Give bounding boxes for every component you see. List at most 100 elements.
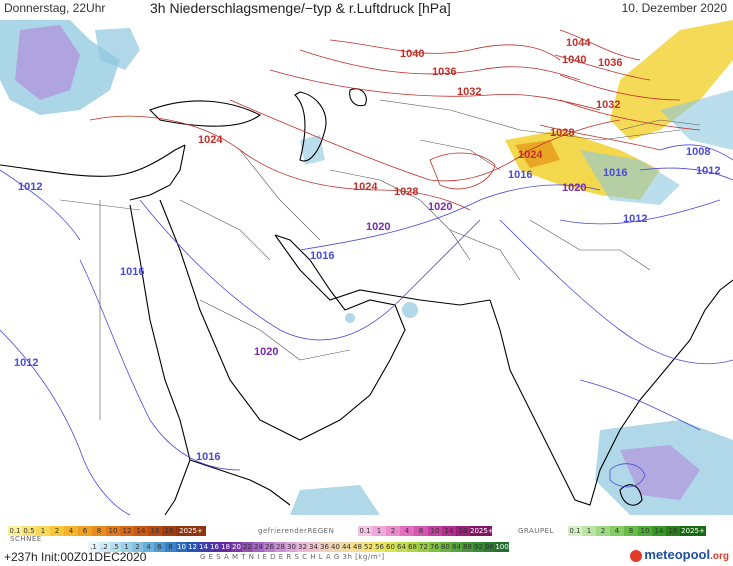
isobar-1032-north xyxy=(269,69,601,111)
freezing-swatch: 10 xyxy=(428,526,442,536)
hail-swatch: 8 xyxy=(624,526,638,536)
border-3 xyxy=(179,199,271,261)
isobar-label: 1044 xyxy=(566,37,591,49)
total-swatch: 44 xyxy=(341,542,352,552)
isobar-1008-east xyxy=(659,144,733,161)
rain-swatch: 10 xyxy=(106,526,120,536)
isobar-label: 1016 xyxy=(310,250,334,262)
total-swatch: 34 xyxy=(308,542,319,552)
hail-scale: 0.1 1 2 4 8 10 14 16 2025+ xyxy=(568,526,706,536)
isobar-label: 1020 xyxy=(562,182,586,194)
total-swatch: .5 xyxy=(110,542,121,552)
total-swatch: 28 xyxy=(275,542,286,552)
coast-caspian xyxy=(294,91,327,162)
total-swatch: .2 xyxy=(99,542,110,552)
snow-area-himalaya xyxy=(580,150,680,205)
coast-india xyxy=(489,279,733,506)
isobar-1024-west xyxy=(89,115,471,211)
rain-swatch: 4 xyxy=(64,526,78,536)
hail-swatch: 1 xyxy=(582,526,596,536)
border-7 xyxy=(449,229,521,281)
freezing-rain-label: gefrierenderREGEN xyxy=(258,527,335,535)
isobars-low xyxy=(0,144,733,516)
freezing-swatch: 4 xyxy=(400,526,414,536)
rain-swatch: 14 xyxy=(134,526,148,536)
total-swatch: 84 xyxy=(451,542,462,552)
total-swatch: 36 xyxy=(319,542,330,552)
rain-swatch: 1 xyxy=(36,526,50,536)
rain-swatch: 8 xyxy=(92,526,106,536)
total-precip-scale: .1 .2 .5 1 2 4 6 8 10 12 14 16 18 20 22 … xyxy=(88,542,509,552)
total-swatch: 92 xyxy=(473,542,484,552)
coast-horn-africa xyxy=(189,459,291,506)
rain-area-himalaya-core xyxy=(515,140,560,168)
freezing-swatch: 14 xyxy=(442,526,456,536)
border-13 xyxy=(619,119,701,131)
isobar-label: 1020 xyxy=(428,201,452,213)
total-swatch: 4 xyxy=(143,542,154,552)
coast-persian-gulf xyxy=(274,234,491,306)
isobar-1016-india xyxy=(499,219,733,365)
hail-swatch: 4 xyxy=(610,526,624,536)
isobar-1012-bay xyxy=(579,379,701,431)
coast-srilanka xyxy=(619,484,643,506)
total-swatch: .1 xyxy=(88,542,99,552)
border-4 xyxy=(239,149,321,241)
rain-swatch: 0.1 xyxy=(8,526,22,536)
total-swatch: 16 xyxy=(209,542,220,552)
total-swatch: 8 xyxy=(165,542,176,552)
isobar-1028 xyxy=(229,99,621,182)
header-bar: Donnerstag, 22Uhr 3h Niederschlagsmenge/… xyxy=(0,0,733,18)
isobar-label: 1040 xyxy=(562,54,586,66)
freezing-swatch: 1 xyxy=(372,526,386,536)
coast-arabia xyxy=(159,199,406,441)
valid-date-label: 10. Dezember 2020 xyxy=(621,1,727,15)
isobar-label: 1016 xyxy=(196,451,220,463)
isobar-label: 1032 xyxy=(596,99,620,111)
border-8 xyxy=(379,99,521,131)
isobar-1032-east xyxy=(559,99,701,131)
isobar-low-srilanka xyxy=(609,463,646,488)
freezing-rain-scale: 0.1 1 2 4 8 10 14 16 2025+ xyxy=(358,526,492,536)
isobar-1012-nw xyxy=(0,169,81,241)
hail-swatch: 2 xyxy=(596,526,610,536)
isobar-label-layer: 1040 1036 1032 1024 1024 1028 1044 1040 … xyxy=(14,37,720,463)
total-swatch: 30 xyxy=(286,542,297,552)
isobar-1012-india xyxy=(559,199,721,225)
rain-swatch: 0.5 xyxy=(22,526,36,536)
brand-name: meteopool xyxy=(644,547,711,562)
total-swatch: 80 xyxy=(440,542,451,552)
map-title: 3h Niederschlagsmenge/−typ & r.Luftdruck… xyxy=(150,0,451,16)
total-swatch: 96 xyxy=(484,542,495,552)
isobar-1012-east xyxy=(639,167,733,181)
isobar-label: 1032 xyxy=(457,86,481,98)
isobar-1036-north xyxy=(299,49,581,81)
precip-area-caspian xyxy=(300,135,325,165)
total-swatch: 18 xyxy=(220,542,231,552)
isobar-label: 1012 xyxy=(696,165,720,177)
border-5 xyxy=(329,169,471,261)
total-swatch: 26 xyxy=(264,542,275,552)
rain-swatch: 2 xyxy=(50,526,64,536)
total-swatch: 100 xyxy=(495,542,509,552)
total-swatch: 76 xyxy=(429,542,440,552)
isobar-label: 1024 xyxy=(198,134,223,146)
isobar-1040-east xyxy=(554,54,651,81)
hail-swatch: 0.1 xyxy=(568,526,582,536)
rain-scale: 0.1 0.5 1 2 4 6 8 10 12 14 16 18 2025+ xyxy=(8,526,206,536)
total-swatch: 52 xyxy=(363,542,374,552)
precip-area-srilanka-core xyxy=(620,445,700,500)
weather-map: 1040 1036 1032 1024 1024 1028 1044 1040 … xyxy=(0,18,733,522)
brand-tld: .org xyxy=(710,551,729,562)
precip-cell-oman xyxy=(402,302,418,318)
brand-logo[interactable]: meteopool.org xyxy=(630,547,729,562)
coast-levant-egypt xyxy=(129,144,186,201)
isobar-label: 1012 xyxy=(14,357,38,369)
rain-swatch: 6 xyxy=(78,526,92,536)
total-swatch: 2 xyxy=(132,542,143,552)
coastlines xyxy=(0,88,733,516)
country-borders xyxy=(59,99,701,420)
isobar-label: 1020 xyxy=(254,346,278,358)
isobar-label: 1016 xyxy=(603,167,627,179)
logo-dot-icon xyxy=(630,549,643,562)
